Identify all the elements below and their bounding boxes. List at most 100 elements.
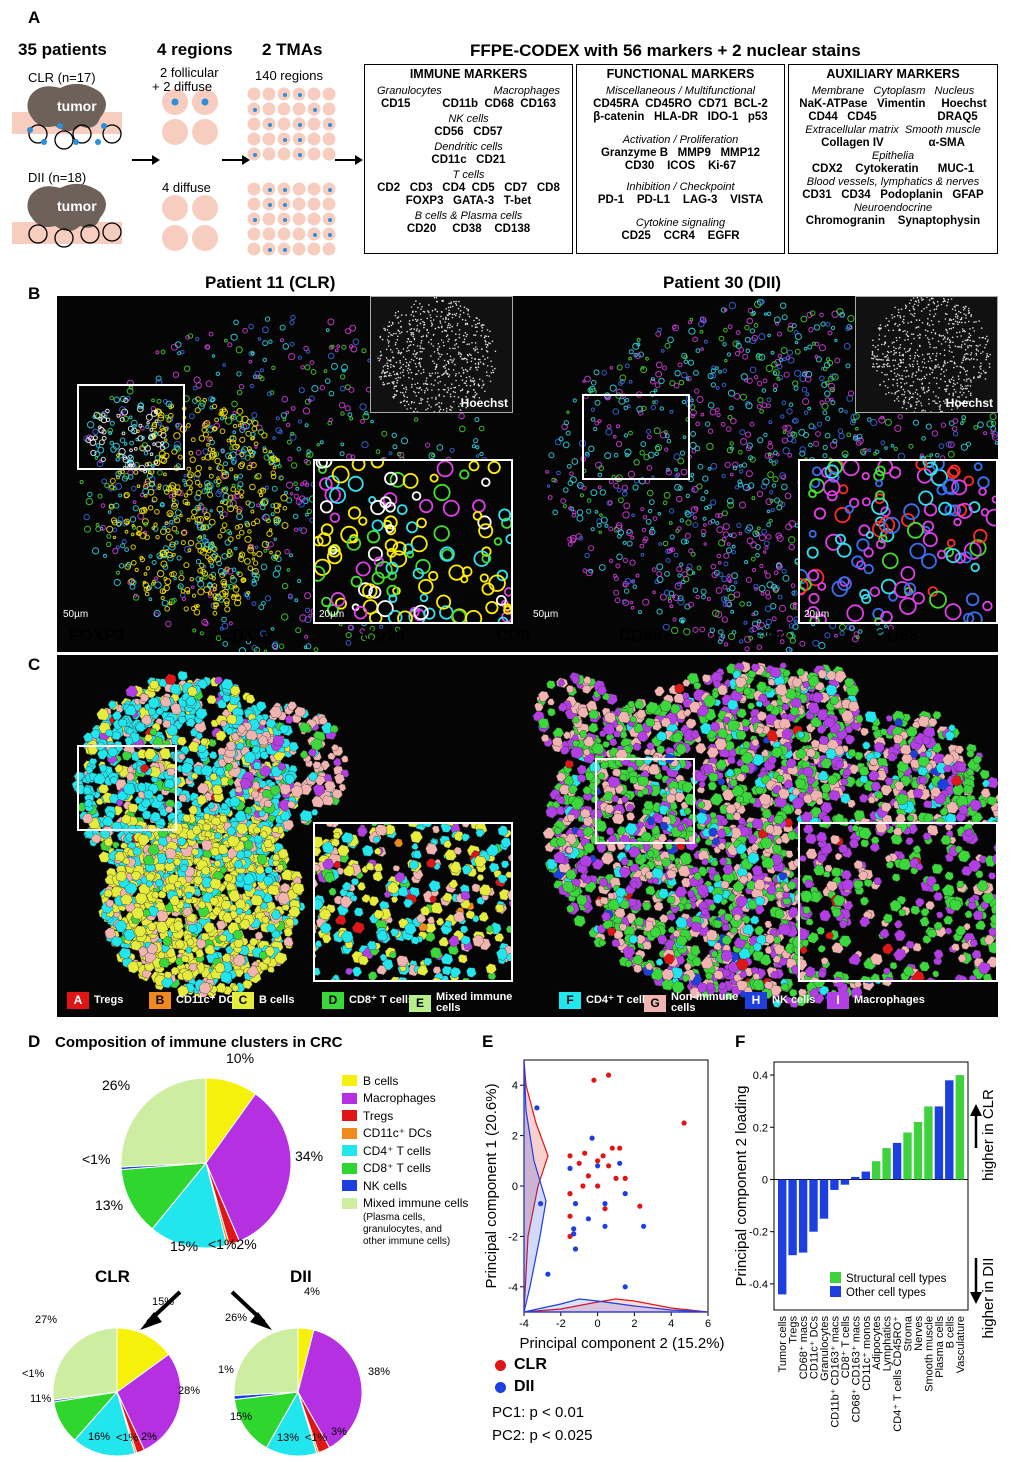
if-cell bbox=[216, 505, 224, 513]
if-cell bbox=[819, 312, 824, 318]
nucleus bbox=[457, 353, 460, 355]
nucleus bbox=[940, 378, 942, 380]
if-cell bbox=[766, 403, 771, 409]
nucleus bbox=[965, 314, 967, 316]
if-cell bbox=[616, 553, 623, 561]
if-cell bbox=[767, 333, 771, 338]
if-cell bbox=[162, 525, 167, 530]
if-cell bbox=[733, 580, 738, 585]
channel-cd20: CD20 bbox=[362, 626, 406, 645]
nucleus bbox=[885, 355, 887, 358]
nucleus bbox=[951, 308, 954, 310]
if-cell bbox=[137, 402, 144, 410]
nucleus bbox=[981, 336, 984, 339]
nucleus bbox=[940, 368, 943, 371]
if-cell bbox=[227, 342, 233, 348]
if-cell bbox=[945, 441, 952, 448]
tma-follicle bbox=[328, 233, 332, 237]
if-cell bbox=[459, 425, 466, 433]
if-cell bbox=[772, 476, 779, 483]
if-cell bbox=[828, 382, 835, 390]
nucleus bbox=[476, 322, 479, 325]
if-cell bbox=[298, 387, 305, 394]
nucleus bbox=[441, 374, 443, 376]
zoom-cell bbox=[882, 552, 899, 570]
nucleus bbox=[450, 302, 452, 305]
zoom-cell bbox=[396, 504, 408, 515]
if-cell bbox=[101, 429, 107, 435]
if-cell bbox=[628, 430, 633, 436]
nucleus bbox=[470, 380, 472, 382]
if-cell bbox=[677, 526, 682, 531]
if-cell bbox=[163, 427, 169, 432]
nucleus bbox=[453, 386, 455, 389]
if-cell bbox=[212, 587, 217, 592]
if-cell bbox=[284, 548, 290, 555]
if-cell bbox=[669, 409, 674, 414]
nucleus bbox=[943, 400, 945, 402]
nucleus bbox=[393, 387, 395, 390]
if-cell bbox=[224, 338, 228, 343]
cluster-cell bbox=[197, 782, 210, 795]
nucleus bbox=[379, 336, 381, 339]
if-cell bbox=[821, 402, 829, 410]
if-cell bbox=[579, 493, 585, 498]
zoom-inset-right: 20µm bbox=[798, 459, 998, 624]
zoom-cell bbox=[433, 525, 450, 542]
nucleus bbox=[386, 382, 389, 385]
nucleus bbox=[437, 358, 440, 360]
nucleus bbox=[428, 372, 431, 375]
if-cell bbox=[207, 556, 213, 563]
if-cell bbox=[548, 452, 555, 459]
nucleus bbox=[953, 366, 955, 369]
if-cell bbox=[168, 601, 173, 606]
if-cell bbox=[588, 568, 594, 574]
if-cell bbox=[599, 489, 606, 496]
nucleus bbox=[885, 317, 888, 320]
if-cell bbox=[221, 469, 227, 476]
if-cell bbox=[473, 438, 479, 444]
if-cell bbox=[594, 510, 599, 514]
if-cell bbox=[648, 528, 656, 536]
nucleus bbox=[871, 357, 873, 360]
if-cell bbox=[596, 523, 602, 528]
nucleus bbox=[916, 360, 919, 362]
nucleus bbox=[930, 411, 932, 413]
if-cell bbox=[114, 482, 123, 490]
zoom-cell bbox=[915, 461, 928, 471]
nucleus bbox=[935, 395, 937, 397]
if-cell bbox=[786, 408, 793, 415]
nucleus bbox=[471, 325, 473, 327]
nucleus bbox=[462, 369, 465, 371]
if-cell bbox=[239, 436, 246, 443]
nucleus bbox=[947, 337, 949, 339]
nucleus bbox=[907, 350, 909, 353]
nucleus bbox=[458, 384, 460, 387]
nucleus bbox=[920, 310, 923, 312]
nucleus bbox=[899, 344, 902, 346]
nucleus bbox=[459, 313, 461, 316]
tma-follicle bbox=[283, 93, 287, 97]
if-cell bbox=[349, 324, 357, 332]
if-cell bbox=[262, 340, 269, 347]
if-cell bbox=[361, 348, 367, 354]
nucleus bbox=[979, 368, 982, 370]
nucleus bbox=[455, 343, 458, 345]
if-cell bbox=[781, 483, 788, 491]
if-cell bbox=[683, 628, 691, 636]
nucleus bbox=[439, 380, 442, 383]
zoom-cell bbox=[460, 575, 469, 584]
if-cell bbox=[289, 320, 295, 326]
nucleus bbox=[928, 341, 930, 344]
zoom-cell bbox=[384, 538, 399, 553]
if-cell bbox=[710, 499, 717, 506]
if-cell bbox=[692, 626, 699, 633]
nucleus bbox=[408, 364, 410, 367]
if-cell bbox=[778, 357, 784, 363]
if-cell bbox=[792, 623, 799, 630]
nucleus bbox=[960, 401, 962, 404]
nucleus bbox=[415, 395, 418, 397]
nucleus bbox=[943, 297, 945, 300]
nucleus bbox=[392, 382, 394, 384]
if-cell bbox=[845, 624, 852, 630]
